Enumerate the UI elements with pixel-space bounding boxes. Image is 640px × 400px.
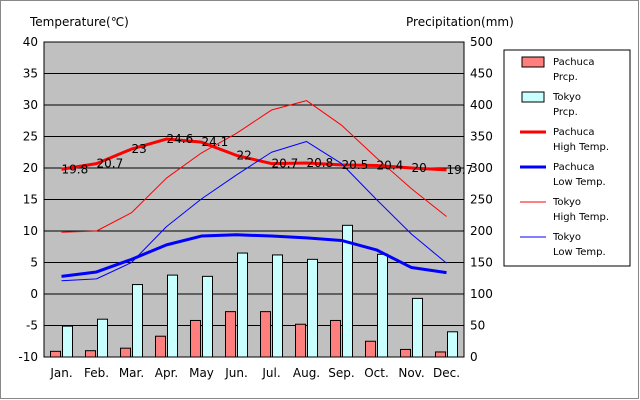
bar-tokyo-prcp--2: [132, 284, 143, 358]
left-tick-label: 0: [30, 287, 38, 301]
left-tick-label: 30: [23, 98, 38, 112]
line-pachuca-low-temp-: [61, 233, 447, 278]
legend-label: High Temp.: [553, 212, 609, 223]
legend-label: Low Temp.: [553, 247, 606, 258]
legend-label: Pachuca: [553, 57, 595, 68]
left-tick-label: 35: [23, 67, 38, 81]
bar-tokyo-prcp--0: [62, 325, 73, 358]
right-tick-label: 450: [470, 67, 493, 81]
data-label: 20.4: [377, 158, 404, 172]
legend-label: High Temp.: [553, 142, 609, 153]
data-label: 20: [412, 161, 427, 175]
left-tick-label: 25: [23, 130, 38, 144]
data-label: 19.8: [62, 162, 89, 176]
category-label: Dec.: [433, 366, 460, 380]
bar-tokyo-prcp--7: [307, 258, 318, 358]
bar-pachuca-prcp--2: [120, 347, 131, 358]
right-tick-label: 50: [470, 319, 485, 333]
data-label: 24.6: [167, 132, 194, 146]
left-tick-label: 40: [23, 35, 38, 49]
bar-tokyo-prcp--9: [377, 253, 388, 358]
category-label: Feb.: [84, 366, 109, 380]
legend-label: Prcp.: [553, 72, 578, 83]
bar-pachuca-prcp--9: [365, 340, 376, 358]
right-tick-label: 200: [470, 224, 493, 238]
left-tick-label: 5: [30, 256, 38, 270]
bar-pachuca-prcp--1: [85, 350, 96, 358]
temperature-lines: [61, 100, 447, 282]
line-tokyo-high-temp-: [61, 100, 447, 233]
data-label: 19.7: [447, 163, 474, 177]
bar-pachuca-prcp--8: [330, 319, 341, 358]
category-label: Nov.: [398, 366, 424, 380]
right-tick-label: 150: [470, 256, 493, 270]
left-tick-label: -10: [18, 350, 38, 364]
line-pachuca-high-temp-: [61, 137, 447, 172]
legend-label: Tokyo: [552, 232, 581, 243]
legend-label: Low Temp.: [553, 177, 606, 188]
legend-swatch: [521, 56, 545, 68]
left-tick-label: 20: [23, 161, 38, 175]
right-tick-label: 250: [470, 193, 493, 207]
bar-tokyo-prcp--1: [97, 318, 108, 358]
category-label: Oct.: [364, 366, 389, 380]
bar-pachuca-prcp--11: [435, 351, 446, 358]
right-tick-label: 0: [470, 350, 478, 364]
legend-swatch: [521, 91, 545, 103]
category-label: Aug.: [293, 366, 320, 380]
legend: Pachuca Prcp. Tokyo Prcp. Pachuca High Temp. P…: [503, 49, 631, 267]
category-label: Mar.: [119, 366, 144, 380]
category-label: Jan.: [49, 366, 72, 380]
data-label: 22: [237, 148, 252, 162]
data-label: 23: [132, 142, 147, 156]
category-label: Apr.: [155, 366, 178, 380]
gridlines: [44, 73, 464, 326]
bar-pachuca-prcp--3: [155, 335, 166, 358]
legend-label: Tokyo: [552, 92, 581, 103]
bar-pachuca-prcp--10: [400, 348, 411, 358]
precipitation-bars: [50, 224, 458, 358]
left-tick-label: 15: [23, 193, 38, 207]
bar-pachuca-prcp--7: [295, 323, 306, 358]
data-labels: 19.8 20.7 23 24.6 24.1 22 20.7 20.8 20.5 20.4 20 19…: [62, 132, 474, 177]
bar-tokyo-prcp--6: [272, 254, 283, 358]
data-label: 20.7: [97, 157, 124, 171]
legend-label: Pachuca: [553, 127, 595, 138]
left-tick-label: -5: [26, 319, 38, 333]
bar-pachuca-prcp--5: [225, 311, 236, 358]
bar-pachuca-prcp--6: [260, 311, 271, 358]
legend-box: [503, 49, 631, 267]
category-label: Sep.: [328, 366, 354, 380]
data-label: 20.8: [307, 156, 334, 170]
bar-tokyo-prcp--4: [202, 275, 213, 358]
category-label: Jun.: [224, 366, 248, 380]
bar-pachuca-prcp--4: [190, 319, 201, 358]
right-tick-label: 300: [470, 161, 493, 175]
bar-tokyo-prcp--3: [167, 274, 178, 358]
right-tick-label: 500: [470, 35, 493, 49]
bar-pachuca-prcp--0: [50, 350, 61, 358]
right-tick-label: 100: [470, 287, 493, 301]
data-label: 24.1: [202, 135, 229, 149]
bar-tokyo-prcp--5: [237, 252, 248, 358]
data-label: 20.5: [342, 158, 369, 172]
legend-label: Tokyo: [552, 197, 581, 208]
left-axis-title: Temperature(℃): [29, 15, 129, 29]
left-tick-label: 10: [23, 224, 38, 238]
data-label: 20.7: [272, 157, 299, 171]
right-tick-label: 400: [470, 98, 493, 112]
bar-tokyo-prcp--8: [342, 224, 353, 358]
legend-label: Prcp.: [553, 107, 578, 118]
right-axis-title: Precipitation(mm): [406, 15, 514, 29]
category-label: May: [189, 366, 214, 380]
legend-label: Pachuca: [553, 162, 595, 173]
right-tick-label: 350: [470, 130, 493, 144]
bar-tokyo-prcp--10: [412, 297, 423, 358]
line-tokyo-low-temp-: [61, 141, 447, 282]
bar-tokyo-prcp--11: [447, 331, 458, 358]
category-label: Jul.: [261, 366, 280, 380]
